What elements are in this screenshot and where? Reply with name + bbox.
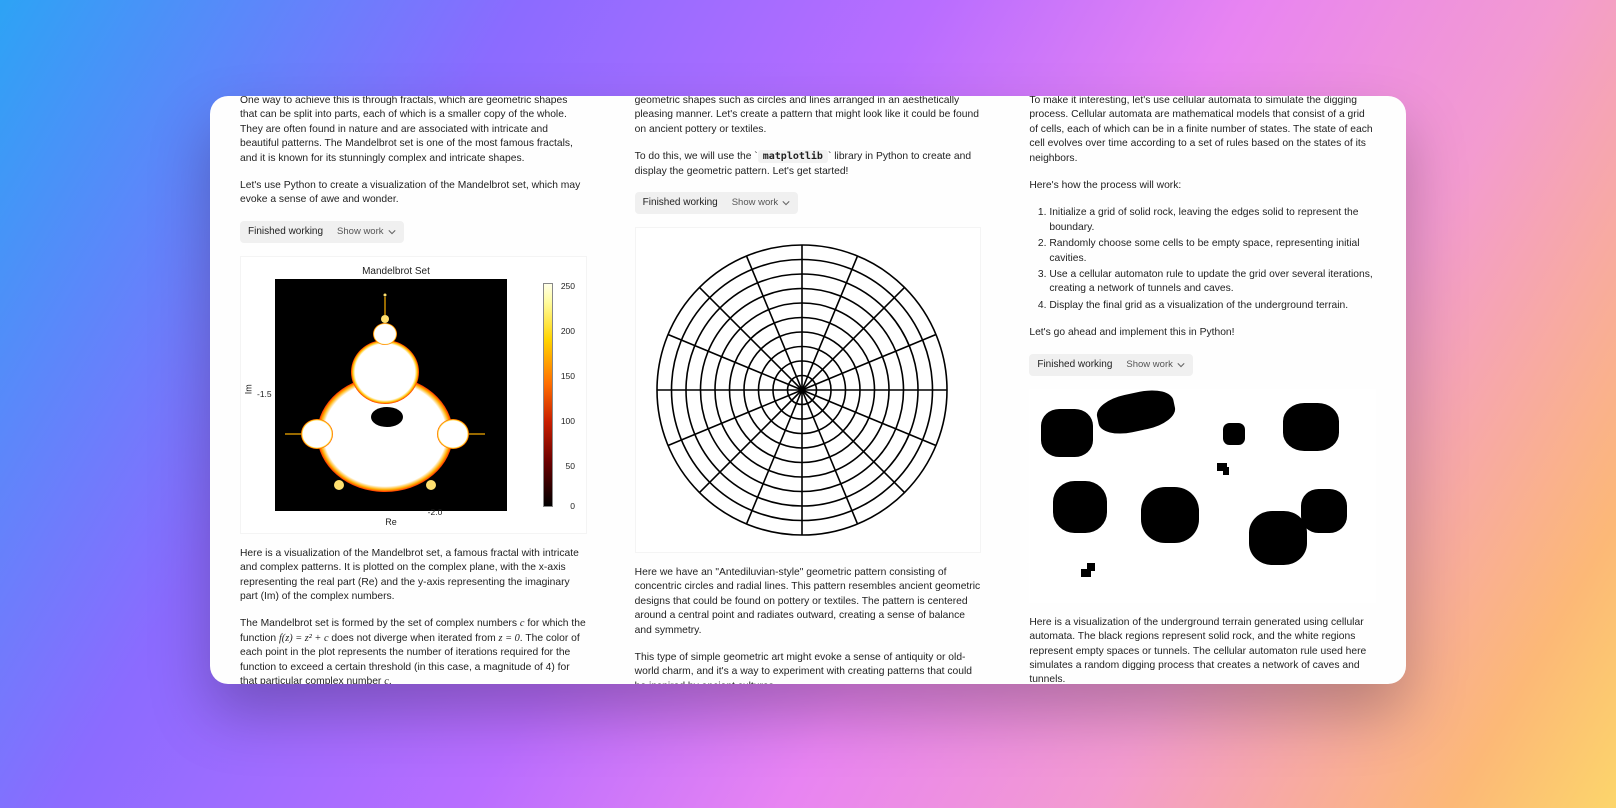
text-paragraph: Let's go ahead and implement this in Pyt… [1029, 326, 1376, 340]
y-tick: -1.5 [257, 389, 272, 401]
code-status-pill: Finished working Show work [635, 192, 799, 214]
colorbar-ticks: 250200150100500 [555, 283, 575, 507]
step-item: Display the final grid as a visualizatio… [1049, 299, 1376, 313]
code-status-pill: Finished working Show work [240, 221, 404, 243]
colorbar-tick: 150 [561, 371, 575, 383]
text-paragraph: geometric shapes such as circles and lin… [635, 96, 982, 137]
cave-figure [1029, 389, 1376, 603]
text-paragraph: Here is a visualization of the Mandelbro… [240, 547, 587, 605]
radial-figure [635, 227, 982, 553]
text-paragraph: The Mandelbrot set is formed by the set … [240, 617, 587, 684]
text-paragraph: This type of simple geometric art might … [635, 651, 982, 684]
finished-working-label: Finished working [643, 196, 718, 210]
text-paragraph: Here is a visualization of the undergrou… [1029, 616, 1376, 684]
column-mandelbrot: One way to achieve this is through fract… [240, 96, 587, 684]
show-work-toggle[interactable]: Show work [732, 196, 790, 209]
code-status-pill: Finished working Show work [1029, 354, 1193, 376]
finished-working-label: Finished working [248, 225, 323, 239]
content-card: One way to achieve this is through fract… [210, 96, 1406, 684]
cave-blob [1041, 409, 1093, 457]
text-paragraph: Here we have an "Antediluvian-style" geo… [635, 566, 982, 638]
code-literal: matplotlib [758, 150, 828, 163]
step-item: Randomly choose some cells to be empty s… [1049, 237, 1376, 266]
text-paragraph: To make it interesting, let's use cellul… [1029, 96, 1376, 166]
cave-blob [1249, 511, 1307, 565]
show-work-label: Show work [1126, 358, 1172, 371]
text-paragraph: Let's use Python to create a visualizati… [240, 179, 587, 208]
cave-blob [1053, 481, 1107, 533]
columns: One way to achieve this is through fract… [210, 96, 1406, 684]
cave-blob [1087, 563, 1095, 571]
cave-blob [1301, 489, 1347, 533]
mandelbrot-figure: Mandelbrot Set [240, 256, 587, 534]
colorbar [543, 283, 553, 507]
cave-blob [1141, 487, 1199, 543]
radial-svg [642, 234, 962, 546]
y-axis-label: Im [243, 384, 256, 394]
chevron-down-icon [1177, 361, 1185, 369]
colorbar-tick: 100 [561, 416, 575, 428]
text-paragraph: To do this, we will use the `matplotlib`… [635, 150, 982, 179]
finished-working-label: Finished working [1037, 358, 1112, 372]
cave-blob [1283, 403, 1339, 451]
show-work-toggle[interactable]: Show work [1126, 358, 1184, 371]
text-paragraph: One way to achieve this is through fract… [240, 96, 587, 166]
column-cave: To make it interesting, let's use cellul… [1029, 96, 1376, 684]
cave-blob [1223, 423, 1245, 445]
show-work-toggle[interactable]: Show work [337, 225, 395, 238]
cave-blob [1223, 467, 1229, 475]
x-axis-label: Re [275, 516, 507, 529]
step-item: Initialize a grid of solid rock, leaving… [1049, 206, 1376, 235]
column-radial: geometric shapes such as circles and lin… [635, 96, 982, 684]
chevron-down-icon [782, 199, 790, 207]
steps-list: Initialize a grid of solid rock, leaving… [1029, 206, 1376, 313]
colorbar-tick: 250 [561, 281, 575, 293]
colorbar-tick: 50 [566, 461, 575, 473]
figure-title: Mandelbrot Set [247, 265, 545, 279]
step-item: Use a cellular automaton rule to update … [1049, 268, 1376, 297]
show-work-label: Show work [337, 225, 383, 238]
colorbar-tick: 0 [570, 501, 575, 513]
text-paragraph: Here's how the process will work: [1029, 179, 1376, 193]
chevron-down-icon [388, 228, 396, 236]
cave-blob [1094, 385, 1178, 438]
show-work-label: Show work [732, 196, 778, 209]
mandelbrot-plot [275, 279, 507, 511]
colorbar-tick: 200 [561, 326, 575, 338]
